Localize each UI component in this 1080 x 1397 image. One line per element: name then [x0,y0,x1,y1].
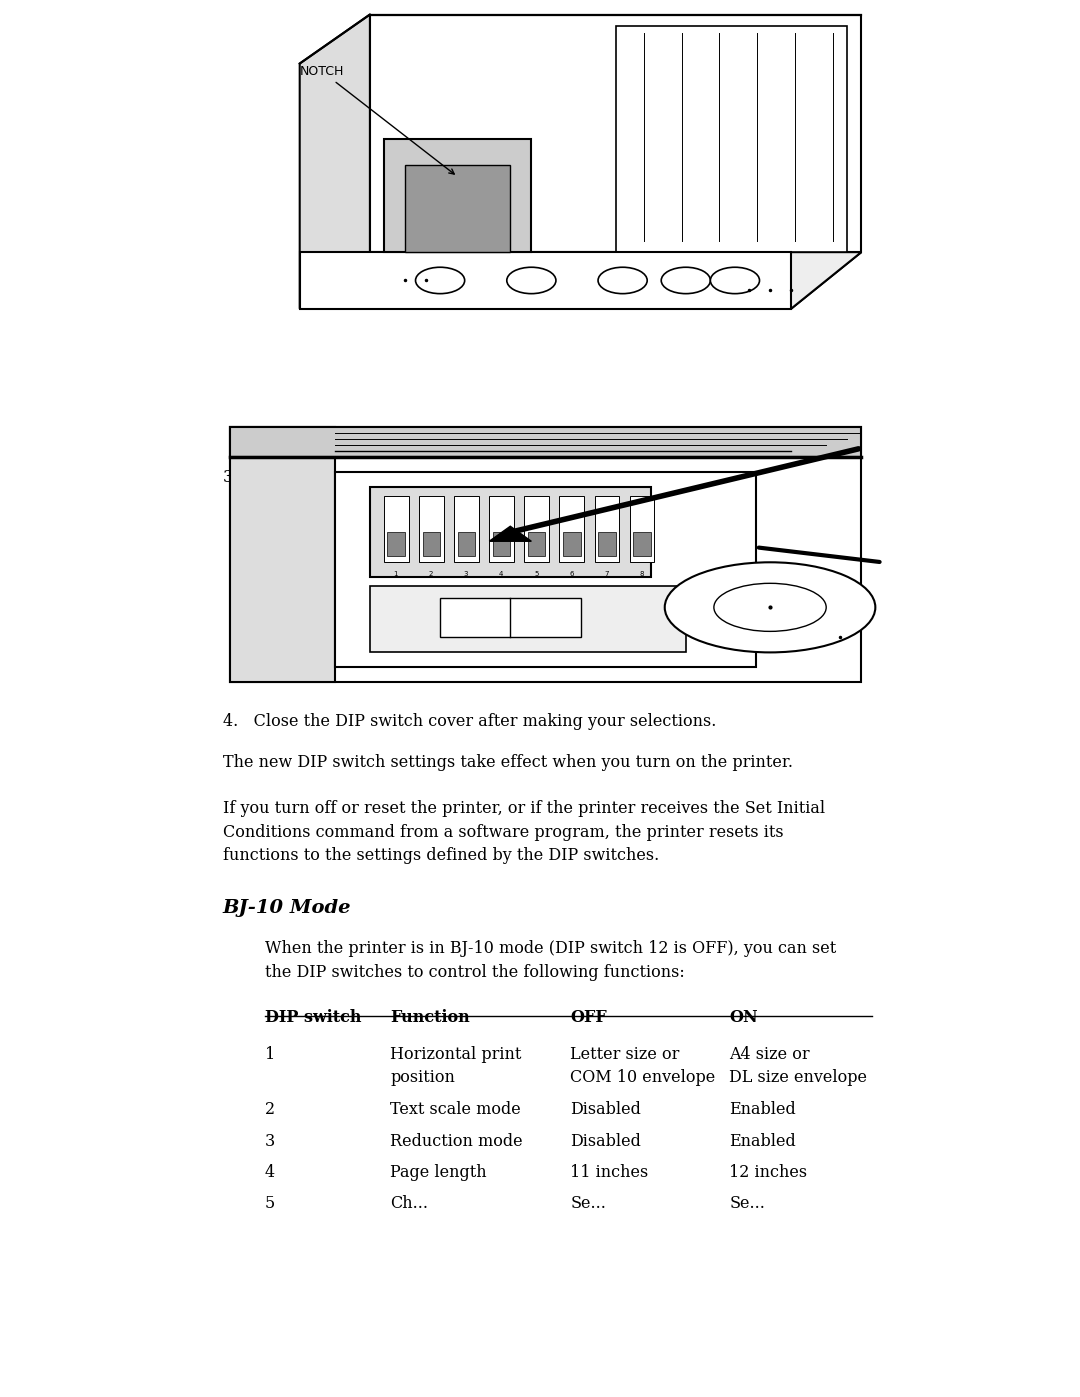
Text: 1: 1 [265,1046,275,1063]
Text: BJ-10 Mode: BJ-10 Mode [222,900,351,916]
Text: 3.   Use a pointed object, such as a ballpoint pen, to change the DIP: 3. Use a pointed object, such as a ballp… [222,469,777,486]
Text: Ch...: Ch... [390,1194,429,1213]
Polygon shape [419,496,444,563]
Text: Horizontal print
position: Horizontal print position [390,1046,522,1085]
Text: 12 inches: 12 inches [729,1164,808,1180]
Text: Enabled: Enabled [729,1101,796,1119]
Text: The cover slides down into the printer.: The cover slides down into the printer. [265,441,580,460]
Circle shape [416,267,464,293]
Text: functions to the settings defined by the DIP switches.: functions to the settings defined by the… [222,848,659,865]
Text: Disabled: Disabled [570,1101,642,1119]
Polygon shape [598,532,616,556]
Polygon shape [525,496,549,563]
Text: 6: 6 [569,571,573,577]
Text: 5: 5 [265,1194,275,1213]
Text: Reduction mode: Reduction mode [390,1133,523,1150]
Polygon shape [384,138,531,251]
Text: DIP switch: DIP switch [265,1009,361,1025]
Polygon shape [300,251,862,309]
Polygon shape [388,532,405,556]
Text: switch settings. A DIP switch is OFF when it is up, and ON when: switch settings. A DIP switch is OFF whe… [265,493,793,510]
Text: the DIP switches to control the following functions:: the DIP switches to control the followin… [265,964,685,981]
Text: 2: 2 [429,571,433,577]
Text: When the printer is in BJ-10 mode (DIP switch 12 is OFF), you can set: When the printer is in BJ-10 mode (DIP s… [265,940,836,957]
Circle shape [598,267,647,293]
Polygon shape [492,532,511,556]
Polygon shape [229,427,862,683]
Polygon shape [616,25,848,251]
Circle shape [665,563,876,652]
Text: The new DIP switch settings take effect when you turn on the printer.: The new DIP switch settings take effect … [222,754,793,771]
Polygon shape [335,472,756,668]
Circle shape [507,267,556,293]
Polygon shape [229,427,862,457]
Text: Se...: Se... [729,1194,765,1213]
Text: Function: Function [390,1009,470,1025]
Polygon shape [455,496,478,563]
Text: 5: 5 [535,571,539,577]
Circle shape [661,267,711,293]
Polygon shape [300,251,792,309]
Text: NOTCH: NOTCH [300,64,455,175]
Text: Se...: Se... [570,1194,606,1213]
Polygon shape [630,496,654,563]
Text: Letter size or
COM 10 envelope: Letter size or COM 10 envelope [570,1046,715,1085]
Text: OFF: OFF [570,1009,607,1025]
Text: If you turn off or reset the printer, or if the printer receives the Set Initial: If you turn off or reset the printer, or… [222,800,825,817]
Text: ON: ON [729,1009,758,1025]
Text: Enabled: Enabled [729,1133,796,1150]
Polygon shape [489,496,514,563]
Text: 4: 4 [265,1164,274,1180]
Text: 3: 3 [265,1133,275,1150]
Polygon shape [370,488,651,577]
Text: 8: 8 [639,571,644,577]
Polygon shape [441,598,581,637]
Polygon shape [405,165,511,251]
Text: Page length: Page length [390,1164,487,1180]
Polygon shape [300,14,370,309]
Polygon shape [229,427,335,683]
Text: 4: 4 [499,571,503,577]
Polygon shape [563,532,581,556]
Polygon shape [370,14,862,251]
Circle shape [714,584,826,631]
Circle shape [711,267,759,293]
Text: Disabled: Disabled [570,1133,642,1150]
Polygon shape [489,527,531,541]
Text: 7: 7 [604,571,609,577]
Text: 3: 3 [463,571,469,577]
Text: 4.   Close the DIP switch cover after making your selections.: 4. Close the DIP switch cover after maki… [222,712,716,731]
Polygon shape [300,251,862,309]
Text: 1: 1 [393,571,399,577]
Text: Conditions command from a software program, the printer resets its: Conditions command from a software progr… [222,824,783,841]
Text: A4 size or
DL size envelope: A4 size or DL size envelope [729,1046,867,1085]
Text: Text scale mode: Text scale mode [390,1101,521,1119]
Polygon shape [559,496,584,563]
Polygon shape [595,496,619,563]
Polygon shape [422,532,441,556]
Polygon shape [458,532,475,556]
Polygon shape [384,496,408,563]
Polygon shape [370,587,686,652]
Polygon shape [633,532,651,556]
Text: it down.: it down. [265,518,330,535]
Polygon shape [528,532,545,556]
Text: 11 inches: 11 inches [570,1164,648,1180]
Text: 2: 2 [265,1101,274,1119]
